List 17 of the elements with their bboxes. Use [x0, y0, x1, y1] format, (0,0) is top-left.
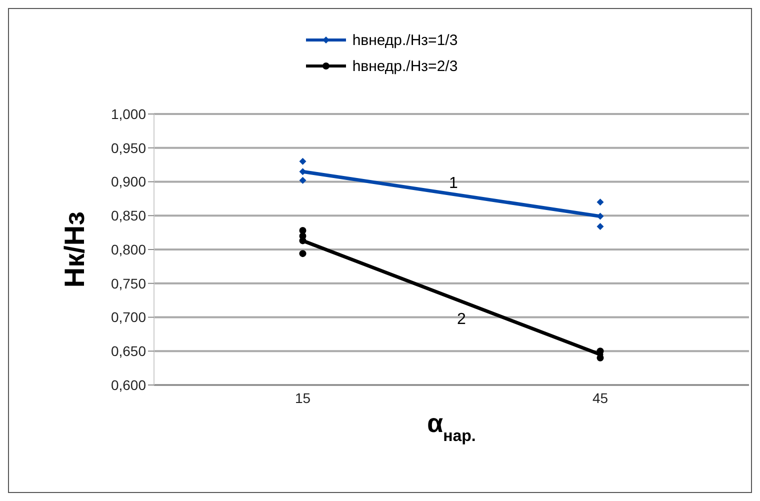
annotation: 1: [449, 175, 458, 193]
y-axis-title: Нк/Нз: [58, 211, 90, 288]
y-tick-label: 1,000: [110, 106, 146, 122]
y-tick-label: 0,650: [110, 343, 146, 360]
legend-label: hвнедр./Нз=1/3: [352, 32, 458, 48]
y-tick-label: 0,700: [110, 309, 146, 326]
x-axis-title: α$_{нар.}$: [427, 408, 476, 444]
annotation: 2: [457, 311, 466, 329]
x-tick-label: 45: [592, 390, 608, 406]
y-tick-label: 0,600: [110, 376, 146, 393]
y-tick-label: 0,850: [110, 208, 146, 224]
legend-label: hвнедр./Нз=2/3: [352, 58, 458, 74]
x-tick-label: 15: [294, 390, 311, 406]
y-tick-label: 0,900: [110, 174, 146, 190]
y-tick-label: 0,800: [110, 241, 146, 258]
y-tick-label: 0,750: [110, 275, 146, 292]
y-tick-label: 0,950: [110, 140, 146, 156]
